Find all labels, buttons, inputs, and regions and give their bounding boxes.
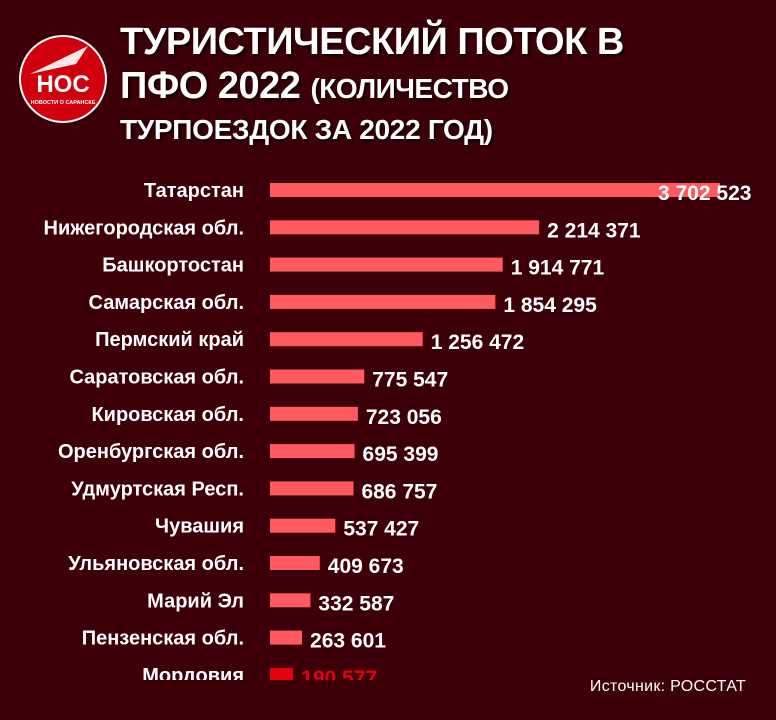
value-label: 332 587 — [318, 592, 394, 615]
value-label: 1 914 771 — [511, 257, 605, 280]
title-line-1: ТУРИСТИЧЕСКИЙ ПОТОК В — [120, 21, 624, 63]
value-label: 775 547 — [372, 369, 448, 392]
bar — [270, 518, 336, 533]
category-label: Мордовия — [142, 665, 244, 680]
category-label: Самарская обл. — [89, 292, 245, 314]
value-label: 723 056 — [366, 406, 442, 429]
category-label: Татарстан — [144, 180, 244, 202]
bar — [270, 257, 503, 272]
bar — [270, 667, 294, 680]
category-label: Удмуртская Респ. — [71, 478, 244, 500]
value-label: 409 673 — [328, 555, 404, 578]
value-label: 686 757 — [361, 480, 437, 503]
category-label: Марий Эл — [147, 590, 244, 612]
value-label: 2 214 371 — [547, 219, 641, 242]
title-line-2: ПФО 2022 (КОЛИЧЕСТВО — [120, 64, 760, 111]
title-line-3: ТУРПОЕЗДОК ЗА 2022 ГОД) — [120, 114, 493, 145]
bar — [270, 556, 320, 570]
bar — [270, 332, 423, 347]
category-label: Саратовская обл. — [69, 367, 244, 389]
value-label: 1 854 295 — [503, 294, 597, 317]
title-line-2-small: (КОЛИЧЕСТВО — [310, 73, 509, 104]
category-label: Башкортостан — [102, 255, 244, 277]
bar — [270, 183, 720, 197]
bar — [270, 406, 358, 421]
bar-chart: Татарстан 3 702 523 Нижегородская обл. 2 21… — [44, 180, 751, 680]
bar — [270, 444, 355, 459]
value-label: 3 702 523 — [658, 182, 751, 205]
category-label: Пермский край — [95, 329, 244, 351]
value-label: 1 256 472 — [431, 331, 524, 354]
bar — [270, 593, 311, 608]
bar — [270, 481, 354, 496]
category-label: Ульяновская обл. — [68, 553, 244, 575]
value-label: 190 577 — [301, 667, 377, 680]
category-label: Оренбургская обл. — [58, 441, 244, 463]
bar — [270, 220, 540, 235]
page-title: ТУРИСТИЧЕСКИЙ ПОТОК В ПФО 2022 (КОЛИЧЕСТ… — [120, 20, 760, 149]
category-label: Чувашия — [155, 516, 244, 538]
value-label: 537 427 — [343, 518, 419, 541]
category-label: Кировская обл. — [91, 404, 244, 426]
category-label: Пензенская обл. — [82, 628, 244, 650]
bar — [270, 630, 303, 645]
bar — [270, 294, 496, 309]
logo-text: НОС — [36, 71, 89, 98]
logo-subtext: НОВОСТИ О САРАНСКЕ — [31, 100, 96, 106]
value-label: 263 601 — [310, 630, 386, 653]
nos-logo-icon: НОС НОВОСТИ О САРАНСКЕ — [19, 35, 107, 123]
title-line-2-main: ПФО 2022 — [120, 65, 301, 107]
source-note: Источник: РОССТАТ — [589, 678, 746, 695]
category-label: Нижегородская обл. — [44, 217, 244, 239]
bar — [270, 369, 365, 384]
value-label: 695 399 — [363, 443, 439, 466]
